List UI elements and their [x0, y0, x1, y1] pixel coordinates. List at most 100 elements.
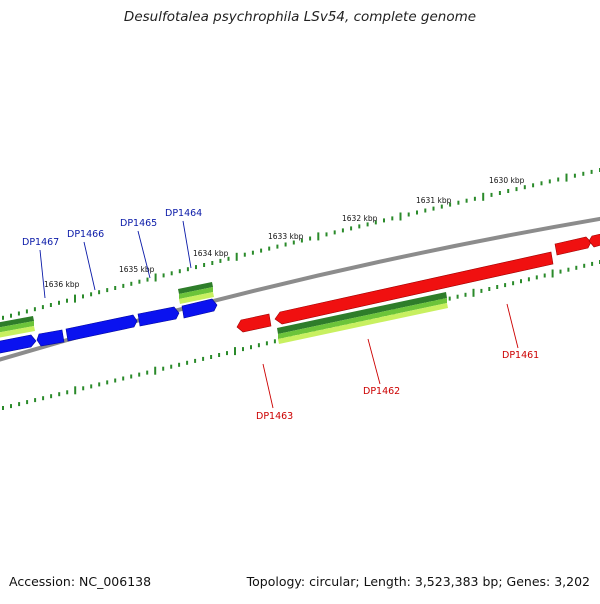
minor-tick — [358, 224, 361, 229]
minor-tick — [18, 402, 21, 407]
minor-tick — [490, 192, 493, 197]
scale-label: 1634 kbp — [193, 249, 229, 258]
gene-arrow[interactable] — [236, 313, 272, 333]
minor-tick — [122, 376, 125, 381]
minor-tick — [66, 298, 68, 303]
minor-tick — [520, 279, 522, 284]
minor-tick — [42, 396, 45, 401]
scale-label: 1632 kbp — [342, 214, 378, 223]
minor-tick — [98, 382, 101, 387]
minor-tick — [178, 362, 181, 367]
gene-arrow[interactable] — [36, 329, 65, 347]
major-tick — [399, 212, 402, 221]
scale-label: 1633 kbp — [268, 232, 304, 241]
minor-tick — [146, 370, 149, 375]
minor-tick — [210, 355, 213, 359]
minor-tick — [284, 242, 287, 247]
minor-tick — [41, 305, 44, 310]
minor-tick — [465, 198, 468, 203]
gene-label[interactable]: DP1467 — [22, 237, 59, 248]
reverse-gene-labels: DP1467 DP1466 DP1465 DP1464 — [22, 208, 202, 248]
minor-tick — [498, 191, 501, 195]
gene-label[interactable]: DP1463 — [256, 411, 293, 422]
minor-tick — [170, 271, 173, 276]
minor-tick — [146, 277, 149, 282]
major-tick — [74, 294, 76, 303]
minor-tick — [186, 267, 189, 272]
minor-tick — [218, 353, 221, 357]
minor-tick — [251, 250, 254, 255]
scale-label: 1635 kbp — [119, 265, 155, 274]
gene-label[interactable]: DP1466 — [67, 229, 104, 240]
minor-tick — [58, 300, 60, 305]
minor-tick — [33, 307, 36, 312]
reverse-gene-callouts — [39, 220, 192, 299]
gene-arrow[interactable] — [0, 334, 37, 354]
minor-tick — [590, 169, 593, 174]
minor-tick — [82, 386, 85, 391]
scale-labels: 1630 kbp 1631 kbp 1632 kbp 1633 kbp 1634… — [44, 176, 525, 289]
minor-tick — [260, 248, 263, 253]
minor-tick — [50, 394, 53, 399]
forward-strand-genes — [236, 233, 600, 333]
minor-tick — [573, 173, 576, 178]
minor-tick — [416, 210, 418, 215]
minor-tick — [2, 315, 4, 320]
minor-tick — [582, 171, 585, 176]
gene-label[interactable]: DP1462 — [363, 386, 400, 397]
major-tick — [154, 273, 157, 282]
gene-label[interactable]: DP1465 — [120, 218, 157, 229]
major-tick — [565, 173, 568, 182]
cds-band-upper — [0, 282, 214, 338]
major-tick — [472, 288, 475, 297]
minor-tick — [473, 196, 476, 201]
minor-tick — [114, 286, 117, 290]
major-tick — [551, 269, 554, 278]
minor-tick — [341, 228, 344, 233]
minor-tick — [440, 204, 443, 209]
minor-tick — [66, 390, 69, 395]
gene-arrow[interactable] — [588, 233, 600, 248]
minor-tick — [10, 404, 12, 409]
minor-tick — [226, 351, 228, 356]
gene-arrow[interactable] — [137, 306, 180, 327]
minor-tick — [170, 364, 173, 369]
minor-tick — [2, 406, 4, 410]
minor-tick — [449, 202, 452, 207]
gene-arrow[interactable] — [274, 251, 554, 325]
minor-tick — [300, 238, 303, 243]
minor-tick — [407, 212, 410, 217]
gene-label[interactable]: DP1461 — [502, 350, 539, 361]
minor-tick — [257, 343, 260, 348]
minor-tick — [535, 275, 538, 280]
minor-tick — [432, 206, 435, 211]
gene-arrow[interactable] — [554, 236, 592, 256]
minor-tick — [130, 281, 133, 286]
minor-tick — [130, 374, 133, 379]
minor-tick — [90, 384, 93, 389]
major-tick — [317, 232, 320, 241]
minor-tick — [350, 226, 353, 231]
minor-tick — [268, 246, 271, 251]
outer-tick-track — [2, 168, 600, 320]
gene-label[interactable]: DP1464 — [165, 208, 202, 219]
minor-tick — [273, 339, 276, 344]
minor-tick — [106, 288, 109, 293]
minor-tick — [242, 347, 244, 352]
gene-arrow[interactable] — [181, 298, 218, 319]
minor-tick — [276, 244, 279, 249]
minor-tick — [17, 311, 20, 316]
minor-tick — [559, 269, 562, 274]
minor-tick — [195, 265, 197, 270]
minor-tick — [186, 360, 189, 365]
minor-tick — [374, 220, 377, 225]
minor-tick — [532, 183, 535, 188]
minor-tick — [265, 341, 268, 346]
gene-arrow[interactable] — [65, 314, 138, 342]
minor-tick — [480, 288, 483, 293]
major-tick — [235, 252, 238, 261]
minor-tick — [496, 285, 499, 289]
minor-tick — [219, 258, 222, 263]
minor-tick — [456, 294, 459, 299]
